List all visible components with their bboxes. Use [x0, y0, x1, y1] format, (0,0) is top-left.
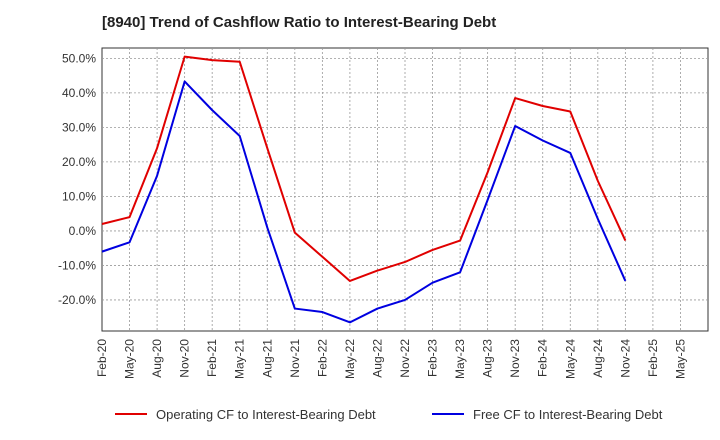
y-tick-label: -10.0% — [58, 258, 96, 272]
x-tick-label: Aug-22 — [370, 339, 384, 378]
x-tick-label: Aug-23 — [481, 339, 495, 378]
series-line-1 — [101, 80, 627, 324]
x-tick-label: Nov-20 — [178, 339, 192, 378]
x-tick-label: Aug-21 — [260, 339, 274, 378]
x-tick-label: Nov-21 — [288, 339, 302, 378]
x-tick-label: May-24 — [563, 339, 577, 379]
y-tick-label: 50.0% — [62, 51, 96, 65]
y-tick-label: 10.0% — [62, 189, 96, 203]
legend-label: Free CF to Interest-Bearing Debt — [473, 407, 663, 422]
x-tick-label: Feb-22 — [315, 339, 329, 377]
y-tick-label: 40.0% — [62, 86, 96, 100]
x-tick-label: Feb-20 — [95, 339, 109, 377]
x-tick-label: May-21 — [233, 339, 247, 379]
y-tick-label: 0.0% — [69, 224, 97, 238]
x-tick-label: Feb-25 — [646, 339, 660, 377]
x-tick-label: May-25 — [673, 339, 687, 379]
y-tick-label: 20.0% — [62, 155, 96, 169]
y-tick-label: 30.0% — [62, 120, 96, 134]
x-tick-label: Aug-20 — [150, 339, 164, 378]
x-tick-label: Aug-24 — [591, 339, 605, 378]
x-tick-label: Nov-22 — [398, 339, 412, 378]
x-tick-label: Feb-24 — [536, 339, 550, 377]
y-tick-label: -20.0% — [58, 293, 96, 307]
x-tick-label: May-23 — [453, 339, 467, 379]
legend-label: Operating CF to Interest-Bearing Debt — [156, 407, 376, 422]
x-tick-label: May-22 — [343, 339, 357, 379]
x-tick-label: Nov-24 — [618, 339, 632, 378]
chart-title: [8940] Trend of Cashflow Ratio to Intere… — [102, 14, 497, 31]
series-line-0 — [101, 55, 627, 282]
x-tick-label: Feb-21 — [205, 339, 219, 377]
x-tick-label: May-20 — [123, 339, 137, 379]
x-tick-label: Nov-23 — [508, 339, 522, 378]
x-tick-label: Feb-23 — [426, 339, 440, 377]
